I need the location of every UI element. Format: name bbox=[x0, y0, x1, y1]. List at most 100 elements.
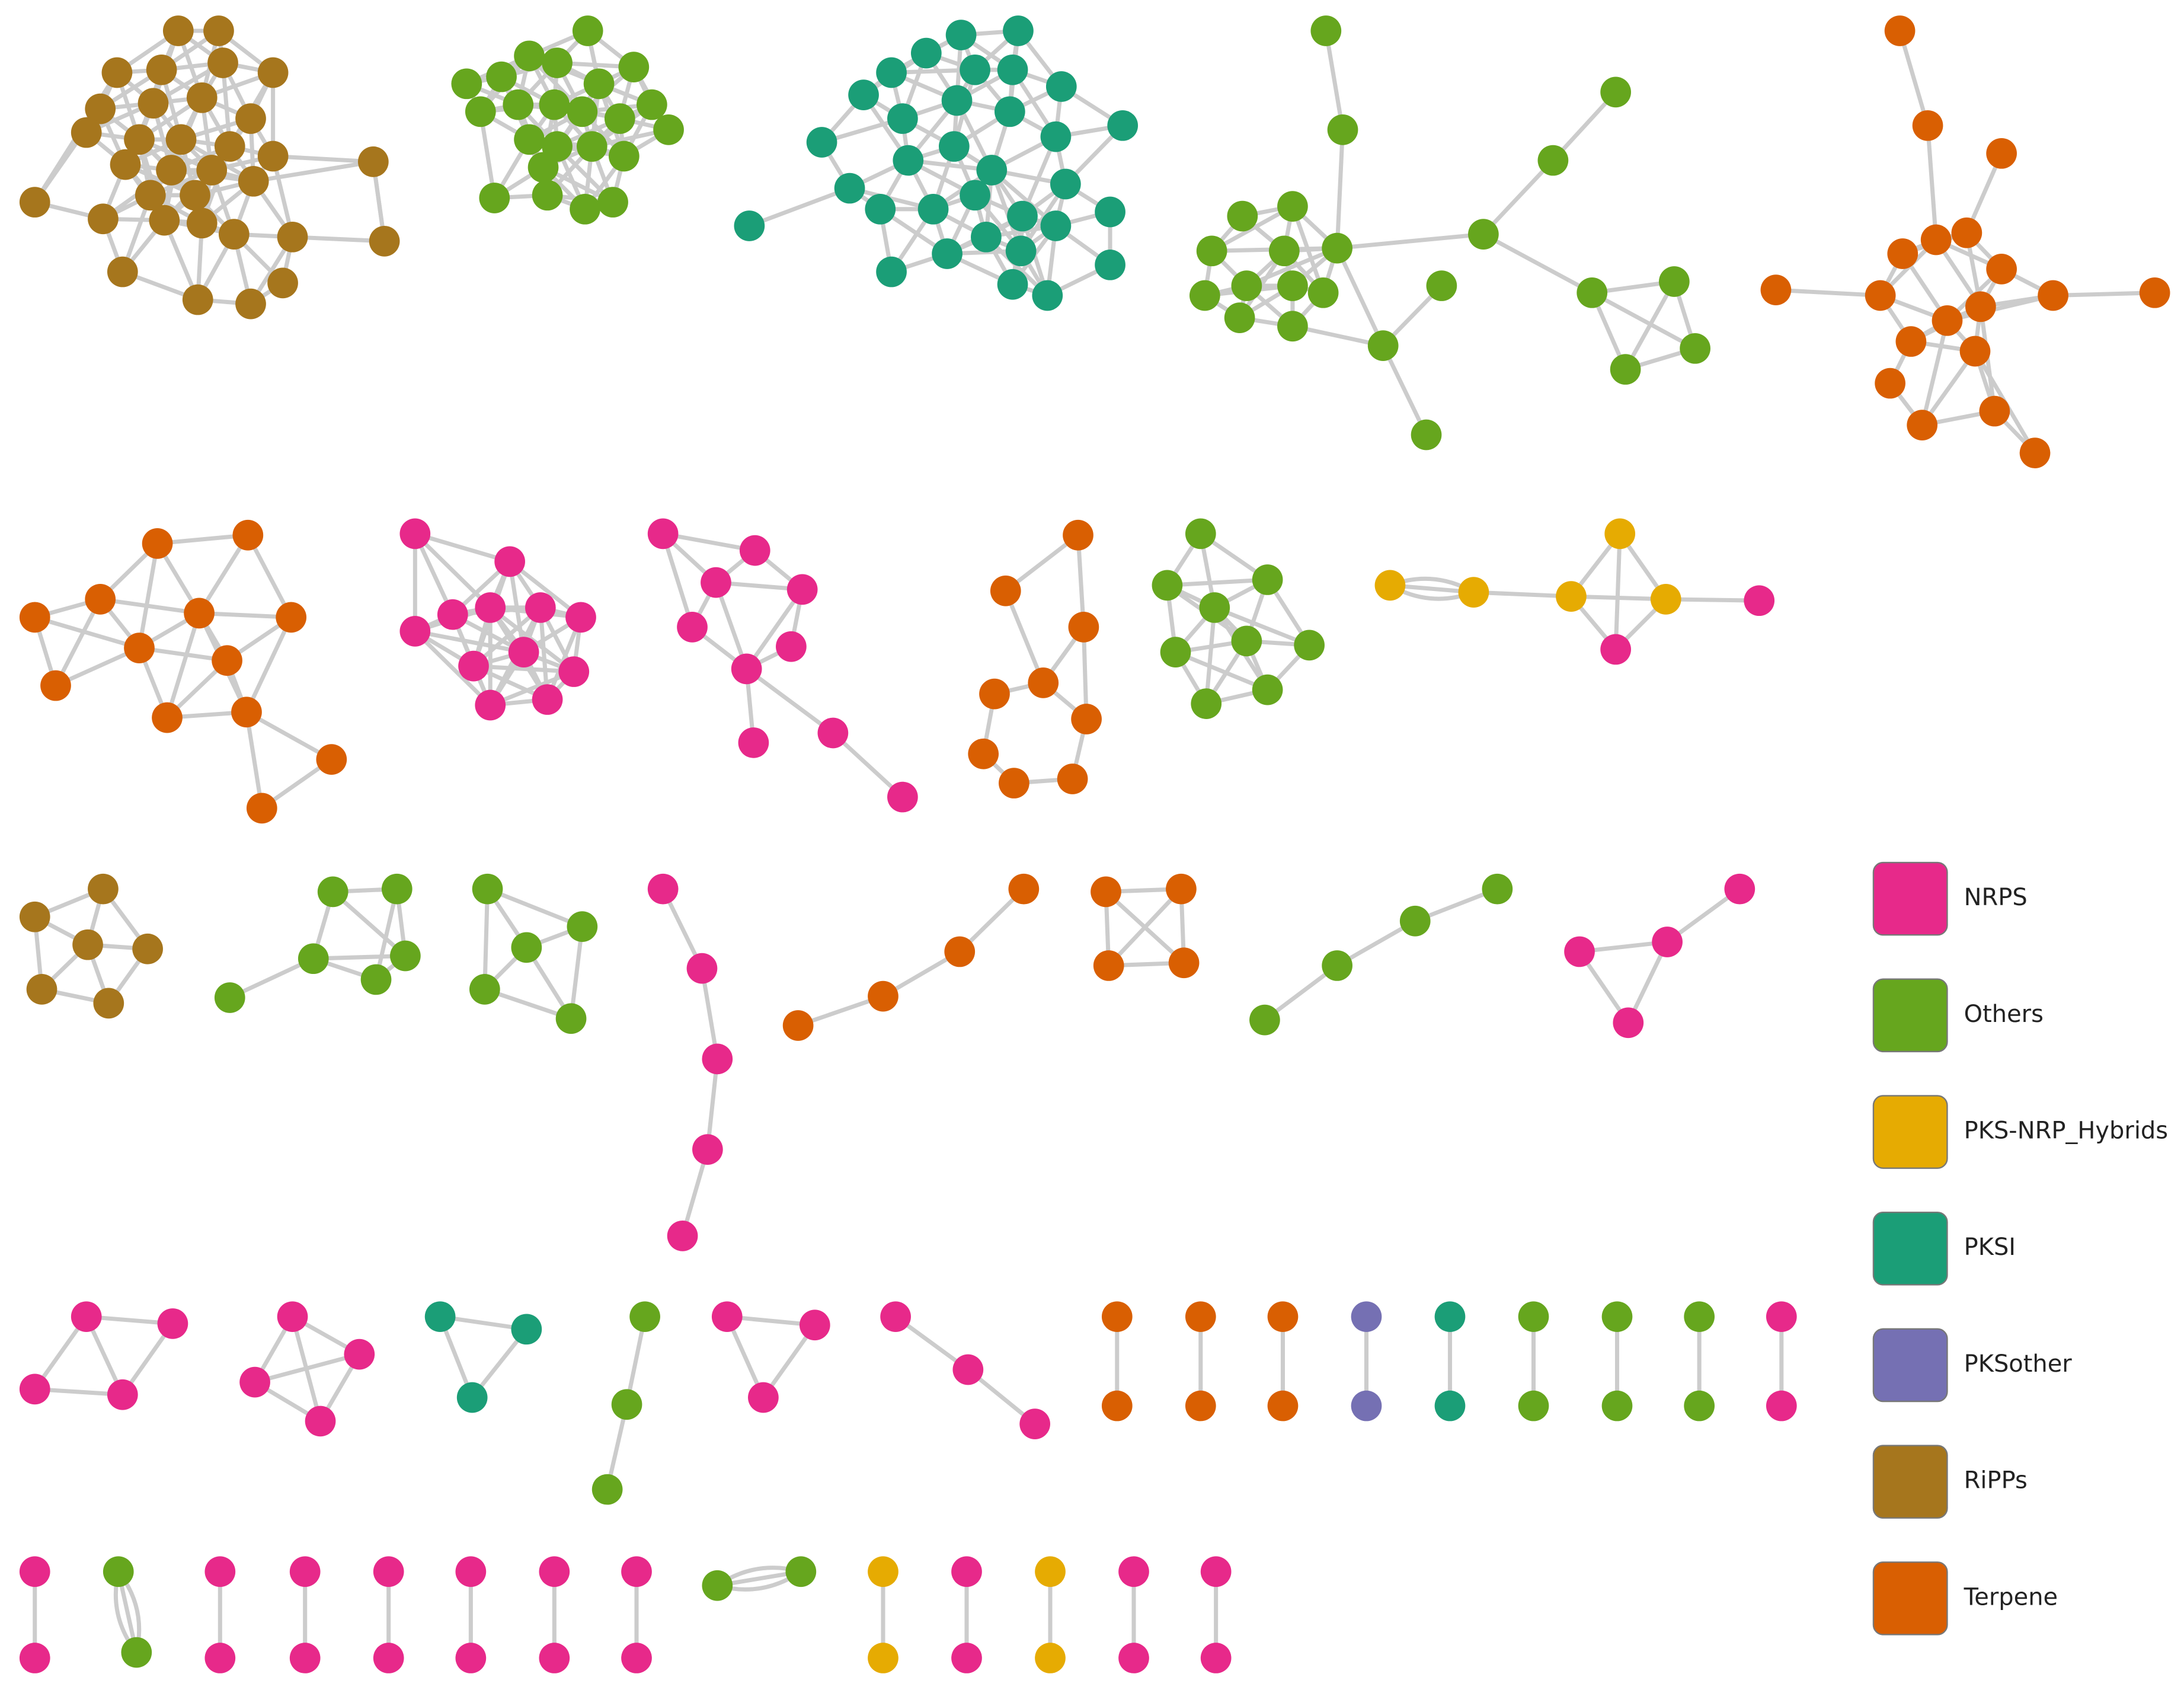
edge bbox=[745, 667, 834, 735]
node bbox=[572, 15, 603, 46]
node bbox=[731, 653, 762, 685]
node bbox=[186, 207, 218, 239]
node bbox=[868, 1643, 898, 1673]
node bbox=[1322, 950, 1352, 981]
node bbox=[1556, 581, 1587, 612]
node bbox=[257, 57, 289, 88]
edge bbox=[413, 532, 492, 609]
edge bbox=[1591, 290, 1696, 350]
node bbox=[1068, 612, 1099, 643]
node bbox=[951, 1643, 982, 1673]
node bbox=[373, 1556, 404, 1587]
node bbox=[1107, 110, 1139, 141]
node bbox=[451, 68, 482, 100]
node bbox=[701, 567, 731, 598]
edge bbox=[1214, 605, 1310, 647]
node bbox=[1045, 71, 1077, 102]
node bbox=[1032, 280, 1063, 311]
node bbox=[399, 518, 431, 550]
node bbox=[1884, 15, 1916, 46]
node bbox=[702, 1043, 733, 1075]
node bbox=[456, 1382, 488, 1413]
node bbox=[186, 82, 218, 113]
node bbox=[1680, 333, 1710, 364]
node bbox=[184, 598, 215, 629]
node bbox=[786, 574, 818, 605]
node bbox=[162, 15, 194, 46]
node bbox=[621, 1556, 652, 1587]
node bbox=[1724, 873, 1755, 905]
node bbox=[2038, 280, 2068, 311]
legend-label: Others bbox=[1964, 1001, 2044, 1028]
edge bbox=[1175, 650, 1268, 692]
node bbox=[1191, 688, 1222, 719]
node bbox=[1095, 196, 1125, 228]
node bbox=[138, 88, 169, 119]
node bbox=[107, 256, 138, 288]
node bbox=[235, 103, 266, 134]
node bbox=[1200, 1643, 1232, 1673]
node bbox=[135, 180, 166, 211]
node bbox=[1007, 200, 1038, 232]
edge bbox=[1898, 30, 1930, 126]
node bbox=[960, 180, 990, 211]
node bbox=[1005, 235, 1037, 267]
node bbox=[968, 738, 999, 769]
node bbox=[26, 974, 57, 1005]
node bbox=[465, 96, 496, 127]
node bbox=[305, 1405, 336, 1437]
legend-label: PKSother bbox=[1964, 1350, 2073, 1378]
edge bbox=[1336, 232, 1484, 251]
legend-swatch bbox=[1872, 1561, 1948, 1635]
node bbox=[1374, 570, 1406, 601]
node bbox=[1185, 518, 1216, 550]
edge bbox=[749, 186, 850, 228]
node bbox=[19, 1556, 50, 1587]
edge bbox=[1623, 280, 1676, 370]
edge bbox=[1167, 577, 1268, 587]
node bbox=[157, 1308, 188, 1339]
node bbox=[1196, 235, 1227, 267]
node bbox=[1277, 311, 1308, 342]
node bbox=[19, 1643, 50, 1673]
node bbox=[1294, 630, 1325, 661]
edge bbox=[831, 731, 904, 799]
edge bbox=[137, 543, 160, 649]
node bbox=[203, 15, 234, 46]
node bbox=[239, 1366, 270, 1398]
node bbox=[944, 936, 976, 967]
node bbox=[424, 1301, 456, 1333]
edge bbox=[292, 235, 385, 244]
node bbox=[692, 1134, 723, 1165]
node bbox=[124, 124, 155, 155]
node bbox=[232, 519, 264, 551]
node bbox=[1277, 270, 1308, 301]
node bbox=[1028, 667, 1059, 698]
edge bbox=[1926, 125, 1939, 240]
node bbox=[1185, 1390, 1216, 1422]
node bbox=[218, 219, 250, 250]
node bbox=[214, 982, 245, 1013]
node bbox=[686, 953, 718, 984]
edges bbox=[33, 28, 2155, 1658]
node bbox=[71, 117, 102, 148]
node bbox=[1268, 235, 1300, 267]
node bbox=[277, 1301, 308, 1333]
node bbox=[806, 127, 837, 158]
node bbox=[298, 943, 329, 975]
node bbox=[212, 645, 242, 676]
node bbox=[72, 929, 103, 960]
edge bbox=[1210, 205, 1294, 253]
node bbox=[1959, 336, 1991, 367]
node bbox=[88, 203, 119, 235]
node bbox=[156, 155, 187, 186]
node bbox=[207, 47, 238, 78]
node bbox=[609, 140, 639, 172]
node bbox=[475, 592, 506, 623]
legend-swatch bbox=[1872, 1328, 1948, 1403]
node bbox=[1650, 584, 1681, 615]
node bbox=[214, 131, 245, 162]
edge bbox=[1473, 590, 1572, 599]
node bbox=[107, 1379, 138, 1410]
edge bbox=[313, 953, 405, 961]
